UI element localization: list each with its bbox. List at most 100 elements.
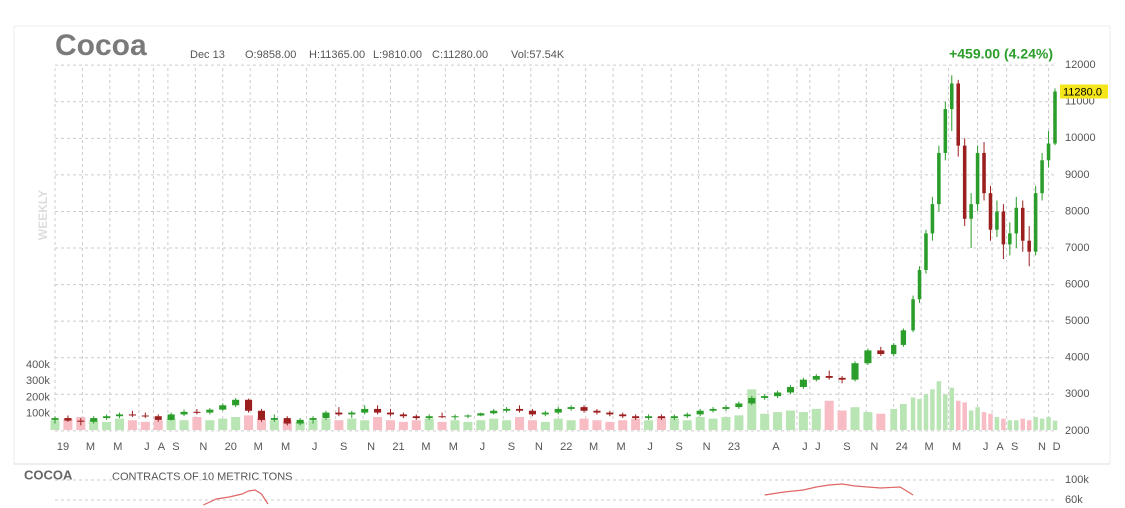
- volume-bar: [179, 420, 189, 430]
- x-tick-label: N: [367, 441, 375, 453]
- candle-body: [348, 412, 356, 415]
- volume-bar: [981, 412, 987, 430]
- candle-body: [1053, 91, 1057, 144]
- volume-bar: [205, 420, 215, 430]
- volume-bar: [140, 421, 150, 430]
- x-tick-label: M: [421, 441, 430, 453]
- candle-body: [245, 399, 253, 411]
- header-change: +459.00 (4.24%): [949, 46, 1053, 62]
- candle-body: [696, 410, 704, 415]
- candle-body: [386, 412, 395, 415]
- volume-bar: [63, 418, 73, 430]
- candle-body: [956, 83, 960, 146]
- volume-bar: [437, 421, 447, 430]
- candle-body: [924, 233, 928, 270]
- candle-body: [645, 416, 653, 419]
- x-tick-label: M: [616, 441, 625, 453]
- x-tick-label: J: [815, 441, 821, 453]
- x-tick-label: M: [952, 441, 961, 453]
- candle-body: [937, 152, 941, 205]
- volume-bar: [824, 400, 834, 430]
- volume-bar: [127, 420, 137, 430]
- volume-bar: [579, 418, 589, 430]
- volume-bar: [89, 420, 99, 430]
- open-interest-line: [203, 483, 914, 506]
- volume-bar: [1014, 420, 1019, 430]
- volume-bar: [231, 417, 241, 430]
- header-date: Dec 13: [190, 49, 225, 61]
- volume-bar: [955, 400, 961, 430]
- candle-body: [77, 420, 85, 422]
- volume-bar: [153, 420, 163, 430]
- y-tick-label: 6000: [1065, 279, 1089, 291]
- candle-body: [141, 415, 149, 417]
- lower-subtitle: CONTRACTS OF 10 METRIC TONS: [112, 471, 293, 483]
- candle-body: [257, 410, 265, 420]
- x-tick-label: D: [1053, 441, 1061, 453]
- volume-bar: [592, 420, 602, 430]
- x-tick-label: S: [340, 441, 347, 453]
- candle-body: [930, 204, 935, 234]
- x-tick-label: M: [86, 441, 95, 453]
- candle-body: [670, 416, 678, 419]
- candle-body: [528, 410, 536, 415]
- candle-body: [911, 299, 915, 331]
- volume-bar: [256, 418, 266, 430]
- header-open: O:9858.00: [245, 49, 296, 61]
- candle-body: [619, 414, 627, 417]
- candle-body: [438, 416, 446, 418]
- x-tick-label: 19: [57, 441, 69, 453]
- candle-body: [477, 413, 485, 416]
- candle-body: [1014, 207, 1019, 234]
- volume-bar: [424, 418, 434, 430]
- candle-body: [657, 416, 665, 419]
- volume-bar: [900, 404, 907, 430]
- volume-bar: [1052, 420, 1058, 430]
- candle-body: [982, 152, 986, 194]
- x-tick-label: M: [449, 441, 458, 453]
- volume-bar: [669, 418, 679, 430]
- candle-body: [1040, 160, 1044, 194]
- x-tick-label: M: [925, 441, 934, 453]
- x-tick-label: M: [589, 441, 598, 453]
- volume-bar: [923, 394, 929, 430]
- volume-bar: [760, 413, 770, 430]
- candle-body: [877, 350, 885, 355]
- x-tick-label: M: [281, 441, 290, 453]
- volume-bar: [605, 421, 615, 430]
- candle-body: [490, 410, 498, 414]
- y-tick-label: 8000: [1065, 205, 1089, 217]
- candle-body: [1008, 233, 1012, 245]
- volume-bar: [747, 389, 757, 430]
- candle-body: [825, 376, 833, 378]
- candle-body: [554, 408, 562, 413]
- candle-body: [838, 377, 846, 380]
- candle-body: [1046, 143, 1051, 161]
- candle-body: [917, 269, 922, 300]
- x-tick-label: J: [144, 441, 150, 453]
- volume-bar: [244, 415, 254, 430]
- candle-body: [154, 416, 162, 420]
- candle-body: [167, 414, 175, 420]
- y-tick-label: 5000: [1065, 315, 1089, 327]
- candle-body: [580, 407, 588, 411]
- candle-body: [296, 419, 304, 424]
- candle-body: [1033, 193, 1038, 252]
- volume-bar: [566, 420, 576, 430]
- volume-bar: [553, 418, 563, 430]
- period-label: WEEKLY: [36, 190, 50, 240]
- candle-body: [103, 416, 111, 419]
- volume-bar: [50, 420, 60, 430]
- volume-bar: [949, 387, 955, 430]
- candle-body: [988, 193, 993, 230]
- volume-bar: [811, 408, 821, 430]
- candle-body: [735, 403, 743, 408]
- volume-bar: [936, 381, 942, 430]
- x-tick-label: 22: [560, 441, 572, 453]
- x-tick-label: S: [508, 441, 515, 453]
- candle-body: [722, 407, 730, 409]
- candle-body: [864, 350, 872, 364]
- volume-bar: [631, 418, 641, 430]
- x-tick-label: 20: [225, 441, 237, 453]
